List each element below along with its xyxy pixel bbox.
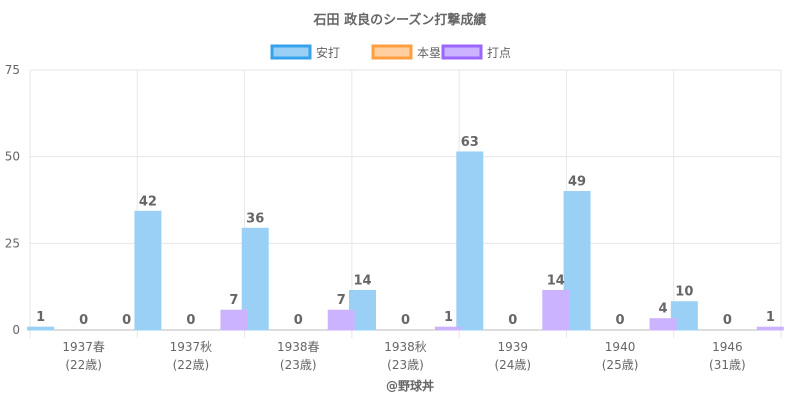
y-tick-label: 0 [12,323,20,337]
legend-item-打点: 打点 [441,44,511,60]
bars [27,151,784,331]
bar-打点-1937秋 [220,309,248,331]
x-tick-label: 1937秋 [170,340,213,354]
data-label: 36 [246,211,264,226]
x-tick-label: 1940 [605,340,636,354]
data-label: 0 [401,313,410,328]
bar-打点-1939 [542,289,570,331]
x-tick-label: 1946 [712,340,743,354]
y-tick-label: 50 [5,150,20,164]
data-label: 14 [547,273,565,288]
x-tick-sublabel: (24歳) [494,358,531,372]
data-label: 1 [766,310,775,325]
data-label: 10 [675,285,693,300]
bar-打点-1938春 [327,309,355,331]
y-axis: 0 25 50 75 [5,63,20,337]
data-label: 42 [139,194,157,209]
footer-credit: @野球丼 [386,378,434,393]
data-label: 1 [36,310,45,325]
x-tick-label: 1937春 [62,340,105,354]
x-tick-sublabel: (23歳) [387,358,424,372]
legend: 安打 本塁打 打点 [270,44,511,60]
x-tick-sublabel: (22歳) [173,358,210,372]
bar-打点-1938秋 [435,326,462,331]
data-label: 0 [186,313,195,328]
legend-label: 打点 [487,46,511,60]
bar-打点-1940 [649,318,677,331]
data-labels: 1 42 36 14 63 49 10 0 0 0 0 0 0 0 0 7 7 1 14 4 1 [36,135,775,328]
x-tick-label: 1938春 [277,340,320,354]
bar-打点-1946 [756,326,784,331]
x-tick-label: 1939 [498,340,529,354]
x-axis: 1937春 (22歳) 1937秋 (22歳) 1938春 (23歳) 1938秋 (23歳)… [62,340,745,372]
chart-title: 石田 政良のシーズン打撃成績 [313,12,487,28]
bar-安打-1939 [456,151,484,331]
data-label: 1 [444,310,453,325]
data-label: 0 [294,313,303,328]
data-label: 4 [659,302,668,317]
data-label: 0 [723,313,732,328]
legend-label: 安打 [316,45,340,60]
legend-item-安打: 安打 [270,44,340,60]
data-label: 0 [616,313,625,328]
x-tick-label: 1938秋 [384,340,427,354]
data-label: 0 [79,313,88,328]
x-tick-sublabel: (23歳) [280,358,317,372]
bar-安打-1937春 [27,326,55,331]
x-tick-sublabel: (25歳) [602,358,639,372]
bar-安打-1937秋 [134,210,162,331]
x-tick-sublabel: (22歳) [65,358,102,372]
data-label: 7 [229,293,238,308]
data-label: 0 [122,313,131,328]
legend-swatch [270,44,312,60]
legend-item-本塁打: 本塁打 [371,44,453,60]
data-label: 0 [508,313,517,328]
data-label: 49 [568,175,586,190]
data-label: 14 [353,273,371,288]
legend-swatch [371,44,413,60]
legend-swatch [441,44,483,60]
y-tick-label: 25 [5,236,20,250]
data-label: 63 [461,135,479,150]
data-label: 7 [337,293,346,308]
x-tick-sublabel: (31歳) [709,358,746,372]
y-tick-label: 75 [5,63,20,77]
